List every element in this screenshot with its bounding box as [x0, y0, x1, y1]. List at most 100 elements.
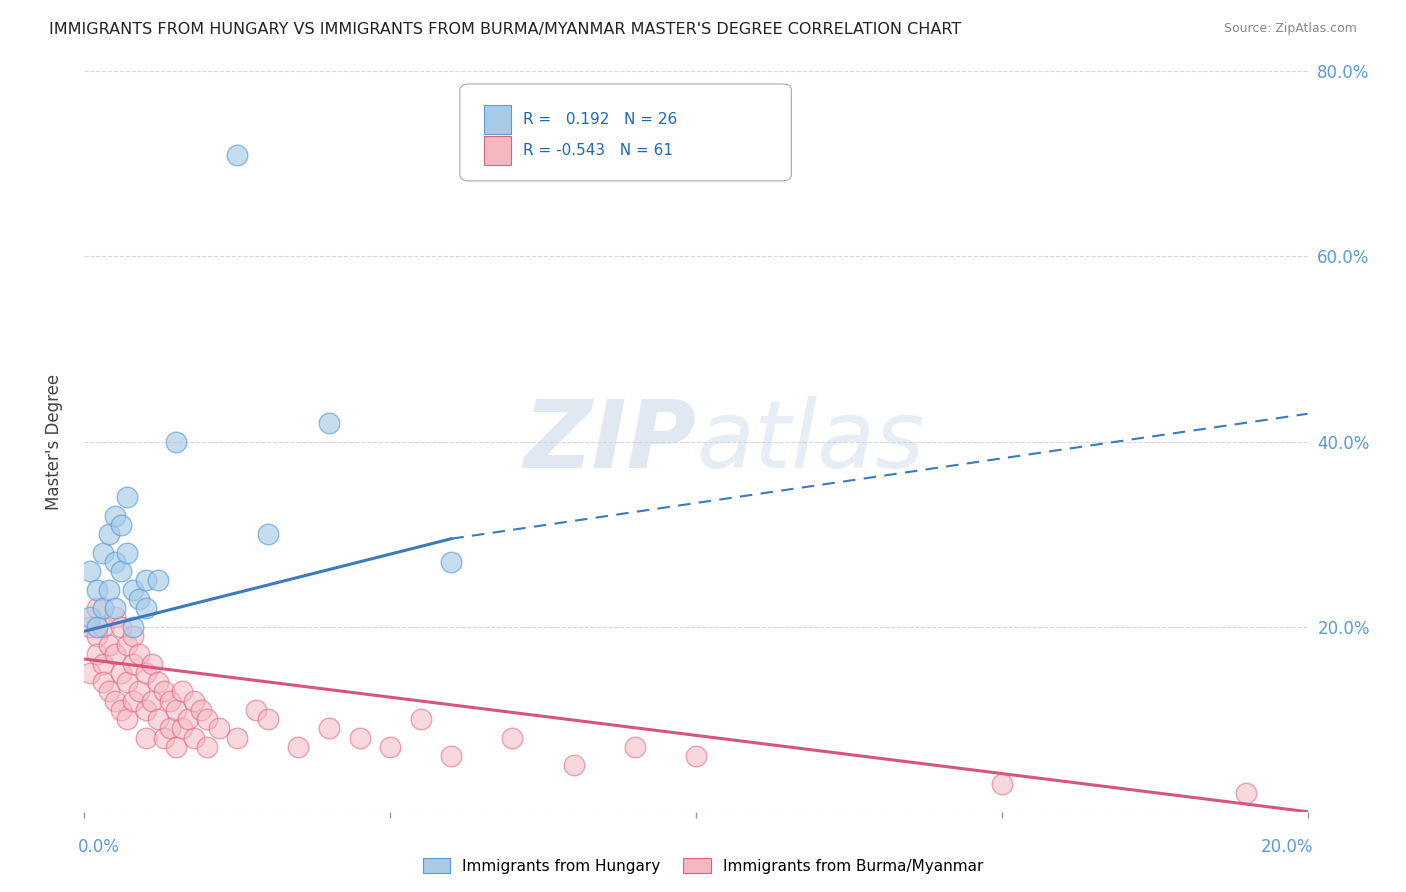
Point: [562, 758, 585, 772]
Point: [685, 749, 707, 764]
Point: [79, 619, 101, 633]
Point: [226, 147, 249, 161]
Point: [159, 722, 181, 736]
Point: [172, 684, 194, 698]
FancyBboxPatch shape: [484, 136, 512, 165]
Point: [91, 675, 114, 690]
Point: [122, 629, 145, 643]
Point: [135, 601, 157, 615]
Point: [104, 610, 127, 624]
Point: [380, 739, 402, 754]
Point: [287, 739, 309, 754]
Point: [245, 703, 267, 717]
Point: [97, 684, 120, 698]
Point: [159, 694, 181, 708]
Point: [104, 508, 127, 523]
Point: [440, 749, 463, 764]
Point: [128, 648, 150, 662]
Point: [195, 739, 218, 754]
Point: [104, 648, 127, 662]
Text: 20.0%: 20.0%: [1261, 838, 1313, 856]
Point: [165, 703, 187, 717]
Point: [86, 648, 108, 662]
Point: [115, 675, 138, 690]
Point: [146, 675, 169, 690]
Point: [110, 703, 132, 717]
Point: [110, 564, 132, 578]
Point: [195, 712, 218, 726]
Point: [86, 582, 108, 597]
Point: [104, 694, 127, 708]
Point: [257, 527, 280, 541]
Point: [440, 555, 463, 569]
Text: IMMIGRANTS FROM HUNGARY VS IMMIGRANTS FROM BURMA/MYANMAR MASTER'S DEGREE CORRELA: IMMIGRANTS FROM HUNGARY VS IMMIGRANTS FR…: [49, 22, 962, 37]
Point: [79, 665, 101, 680]
Point: [91, 657, 114, 671]
Point: [141, 657, 163, 671]
Point: [128, 591, 150, 606]
Point: [115, 638, 138, 652]
Point: [115, 712, 138, 726]
Point: [257, 712, 280, 726]
Point: [624, 739, 647, 754]
Point: [135, 731, 157, 745]
Point: [79, 610, 101, 624]
Text: Source: ZipAtlas.com: Source: ZipAtlas.com: [1223, 22, 1357, 36]
Point: [190, 703, 212, 717]
Point: [91, 601, 114, 615]
Point: [86, 619, 108, 633]
Point: [104, 601, 127, 615]
Point: [208, 722, 231, 736]
Text: R =   0.192   N = 26: R = 0.192 N = 26: [523, 112, 678, 127]
Point: [409, 712, 432, 726]
Point: [177, 712, 200, 726]
Point: [135, 574, 157, 588]
Point: [135, 665, 157, 680]
Point: [110, 665, 132, 680]
Point: [91, 619, 114, 633]
Point: [122, 582, 145, 597]
Point: [135, 703, 157, 717]
Point: [115, 545, 138, 560]
Point: [86, 629, 108, 643]
FancyBboxPatch shape: [484, 104, 512, 135]
Point: [141, 694, 163, 708]
Text: 0.0%: 0.0%: [79, 838, 120, 856]
Point: [97, 582, 120, 597]
Point: [110, 619, 132, 633]
Y-axis label: Master's Degree: Master's Degree: [45, 374, 63, 509]
Point: [128, 684, 150, 698]
Point: [183, 731, 205, 745]
Point: [318, 416, 340, 430]
Point: [165, 434, 187, 449]
Text: R = -0.543   N = 61: R = -0.543 N = 61: [523, 143, 673, 158]
Point: [165, 739, 187, 754]
Point: [122, 694, 145, 708]
FancyBboxPatch shape: [460, 84, 792, 181]
Point: [226, 731, 249, 745]
Point: [153, 731, 176, 745]
Point: [991, 777, 1014, 791]
Point: [318, 722, 340, 736]
Point: [502, 731, 524, 745]
Point: [97, 527, 120, 541]
Point: [153, 684, 176, 698]
Legend: Immigrants from Hungary, Immigrants from Burma/Myanmar: Immigrants from Hungary, Immigrants from…: [416, 852, 990, 880]
Point: [115, 490, 138, 504]
Point: [146, 712, 169, 726]
Point: [172, 722, 194, 736]
Point: [86, 601, 108, 615]
Point: [97, 638, 120, 652]
Point: [91, 545, 114, 560]
Point: [110, 517, 132, 532]
Point: [79, 564, 101, 578]
Text: ZIP: ZIP: [523, 395, 696, 488]
Point: [349, 731, 371, 745]
Point: [183, 694, 205, 708]
Point: [1236, 786, 1258, 800]
Point: [104, 555, 127, 569]
Text: atlas: atlas: [696, 396, 924, 487]
Point: [122, 619, 145, 633]
Point: [122, 657, 145, 671]
Point: [146, 574, 169, 588]
